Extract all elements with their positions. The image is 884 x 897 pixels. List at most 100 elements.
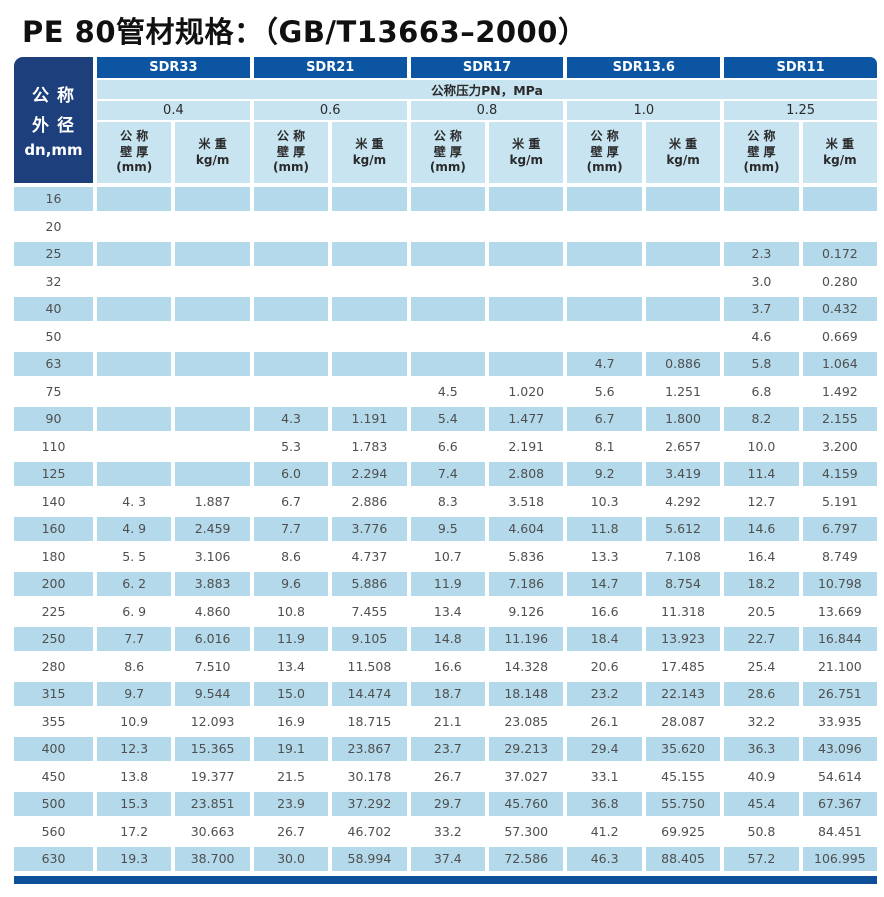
meter-weight-cell: [332, 380, 406, 404]
meter-weight-cell: 35.620: [645, 737, 721, 761]
wall-thickness-cell: 16.9: [277, 713, 305, 729]
wall-thickness-cell: 5. 5: [122, 548, 147, 564]
sdr-band: SDR33: [97, 57, 250, 78]
wall-thickness-cell: 14.6: [724, 517, 799, 541]
wall-thickness-cell: [724, 187, 799, 211]
meter-weight-cell: 37.292: [332, 792, 407, 816]
wall-thickness-cell: 32.2: [747, 713, 776, 729]
wall-thickness-cell: [253, 187, 329, 211]
meter-weight-cell: 1.887: [194, 493, 231, 509]
wall-thickness-cell: [411, 270, 485, 294]
nominal-pressure-label: 公称压力PN，MPa: [431, 83, 543, 98]
outer-diameter-cell: 560: [41, 823, 66, 839]
wall-thickness-cell: 37.4: [410, 847, 486, 871]
meter-weight-cell: 22.143: [645, 682, 721, 706]
wall-thickness-cell: 57.2: [724, 847, 799, 871]
wall-thickness-cell: 4.3: [253, 407, 329, 431]
meter-weight-cell: 55.750: [645, 792, 721, 816]
meter-weight-cell: 11.508: [347, 658, 392, 674]
wall-thickness-cell: [97, 215, 171, 239]
outer-diameter-cell: 90: [14, 407, 93, 431]
meter-weight-cell: 1.477: [489, 407, 564, 431]
outer-diameter-cell: 450: [41, 768, 66, 784]
wall-thickness-cell: 6.7: [281, 493, 301, 509]
meter-weight-cell: 54.614: [817, 768, 862, 784]
wall-thickness-cell: 15.0: [253, 682, 329, 706]
table-row: 280 8.6 7.510 13.4 11.508 16.6 14.328 20.6 17.48…: [14, 653, 877, 681]
wall-thickness-cell: 9.2: [567, 462, 642, 486]
meter-weight-cell: 2.808: [489, 462, 564, 486]
meter-weight-cell: 15.365: [175, 737, 250, 761]
wall-thickness-cell: [567, 325, 641, 349]
outer-diameter-cell: 25: [14, 242, 93, 266]
meter-weight-cell: 23.851: [175, 792, 250, 816]
wall-thickness-cell: [254, 380, 328, 404]
table-row: 180 5. 5 3.106 8.6 4.737 10.7 5.836 13.3 7.108 16…: [14, 543, 877, 571]
table-row: 90 4.3 1.191 5.4 1.477 6.7 1.800 8.2 2.155: [14, 405, 878, 433]
wall-thickness-cell: 26.7: [433, 768, 462, 784]
sdr-band-row: SDR33 SDR21 SDR17 SDR13.6 SDR11: [97, 57, 877, 78]
meter-weight-cell: 1.492: [821, 383, 858, 399]
meter-weight-cell: [489, 242, 564, 266]
meter-weight-cell: 2.459: [175, 517, 250, 541]
corner-line-3: dn,mm: [24, 141, 83, 159]
wall-thickness-cell: [97, 297, 172, 321]
wall-thickness-cell: [97, 435, 171, 459]
meter-weight-cell: [175, 352, 250, 376]
wall-thickness-cell: 10.3: [590, 493, 619, 509]
meter-weight-cell: [332, 325, 406, 349]
wall-thickness-cell: 28.6: [724, 682, 799, 706]
meter-weight-cell: [489, 325, 563, 349]
outer-diameter-cell: 250: [14, 627, 93, 651]
header-right: SDR33 SDR21 SDR17 SDR13.6 SDR11 公称压力PN，MPa 0…: [97, 57, 878, 183]
table-row: 560 17.2 30.663 26.7 46.702 33.2 57.300 41.2 69.…: [14, 818, 877, 846]
outer-diameter-cell: 630: [14, 847, 93, 871]
meter-weight-cell: 33.935: [817, 713, 862, 729]
wall-thickness-cell: 40.9: [747, 768, 776, 784]
table-row: 16: [14, 185, 878, 213]
pressure-value: 1.25: [724, 101, 877, 120]
meter-weight-cell: [175, 407, 250, 431]
wall-thickness-cell: [97, 242, 172, 266]
wall-thickness-cell: 16.4: [747, 548, 776, 564]
wall-thickness-cell: 11.8: [567, 517, 642, 541]
outer-diameter-cell: 140: [41, 493, 66, 509]
wall-thickness-cell: 8.6: [124, 658, 145, 674]
wall-thickness-cell: 46.3: [567, 847, 642, 871]
meter-weight-cell: 9.105: [332, 627, 407, 651]
table-row: 355 10.9 12.093 16.9 18.715 21.1 23.085 26.1 28.…: [14, 708, 877, 736]
meter-weight-cell: [332, 215, 406, 239]
wall-thickness-cell: 29.7: [410, 792, 486, 816]
table-row: 400 12.3 15.365 19.1 23.867 23.7 29.213 29.4 35.…: [14, 735, 878, 763]
wall-thickness-cell: 4.5: [437, 383, 458, 399]
wall-thickness-cell: 29.4: [567, 737, 642, 761]
sdr-band: SDR13.6: [567, 57, 721, 78]
meter-weight-cell: 3.776: [332, 517, 407, 541]
meter-weight-cell: 3.518: [508, 493, 545, 509]
wall-thickness-cell: 3.0: [751, 273, 772, 289]
outer-diameter-cell: 32: [45, 273, 62, 289]
outer-diameter-cell: 200: [14, 572, 93, 596]
outer-diameter-cell: 20: [45, 218, 62, 234]
meter-weight-cell: 30.663: [190, 823, 235, 839]
meter-weight-cell: 7.455: [351, 603, 388, 619]
meter-weight-cell: 3.106: [194, 548, 231, 564]
meter-weight-cell: [489, 215, 563, 239]
meter-weight-cell: [332, 242, 407, 266]
wall-thickness-cell: [254, 215, 328, 239]
meter-weight-cell: 0.669: [821, 328, 858, 344]
wall-thickness-cell: [253, 352, 329, 376]
wall-thickness-cell: [97, 187, 172, 211]
outer-diameter-cell: 315: [14, 682, 93, 706]
table-row: 32 3.0 0.280: [14, 268, 877, 296]
meter-weight-cell: 9.126: [508, 603, 545, 619]
pressure-value: 0.4: [97, 101, 250, 120]
nominal-pressure-row: 公称压力PN，MPa: [97, 80, 877, 99]
wall-thickness-cell: 11.9: [410, 572, 486, 596]
meter-weight-cell: [489, 352, 564, 376]
meter-weight-cell: 19.377: [190, 768, 235, 784]
wall-thickness-cell: [253, 242, 329, 266]
wall-thickness-cell: 25.4: [747, 658, 776, 674]
meter-weight-cell: 38.700: [175, 847, 250, 871]
wall-thickness-cell: 3.7: [724, 297, 799, 321]
